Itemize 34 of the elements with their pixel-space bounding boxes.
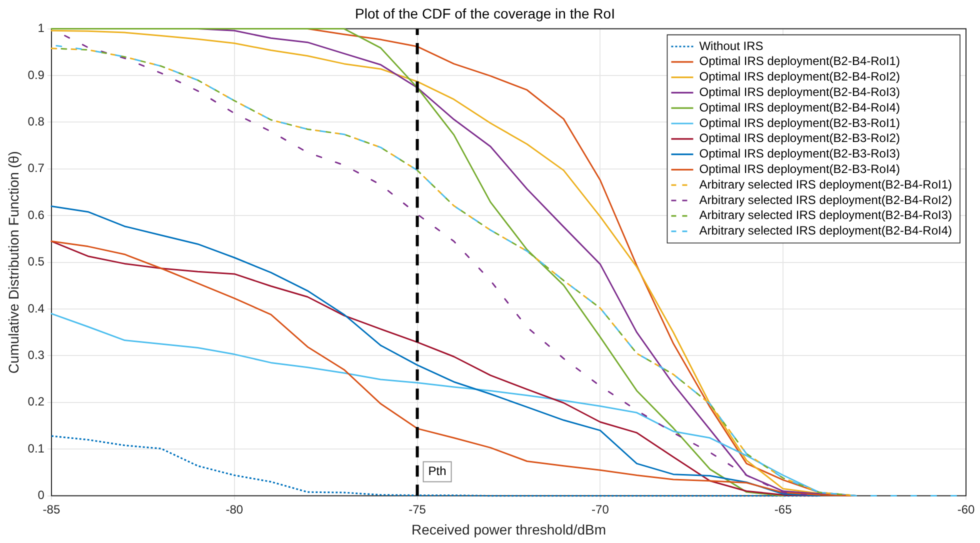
y-tick-label: 0.9 xyxy=(28,68,45,82)
y-tick-label: 0.7 xyxy=(28,161,45,176)
x-axis-title: Received power threshold/dBm xyxy=(411,521,606,538)
x-tick-label: -75 xyxy=(408,502,426,516)
legend-label: Arbitrary selected IRS deployment(B2-B4-RoI1) xyxy=(699,177,952,192)
legend-label: Optimal IRS deployment(B2-B3-RoI3) xyxy=(699,146,900,161)
x-tick-label: -70 xyxy=(592,502,610,516)
y-axis-title: Cumulative Distribution Function (θ) xyxy=(5,151,22,374)
x-tick-label: -65 xyxy=(774,502,792,516)
legend-label: Arbitrary selected IRS deployment(B2-B4-RoI4) xyxy=(699,224,952,238)
legend-label: Optimal IRS deployment(B2-B4-RoI4) xyxy=(699,100,900,114)
legend-label: Optimal IRS deployment(B2-B4-RoI1) xyxy=(699,54,900,68)
y-tick-label: 1 xyxy=(38,21,45,36)
x-tick-label: -85 xyxy=(42,502,60,516)
y-tick-label: 0.1 xyxy=(28,441,45,456)
ref-line-label: Pth xyxy=(428,464,446,478)
y-tick-label: 0.4 xyxy=(28,301,45,316)
legend-label: Optimal IRS deployment(B2-B3-RoI1) xyxy=(699,116,900,130)
x-tick-label: -60 xyxy=(957,502,975,516)
y-tick-label: 0.2 xyxy=(28,394,45,409)
legend-label: Optimal IRS deployment(B2-B4-RoI3) xyxy=(699,85,900,100)
y-tick-label: 0.8 xyxy=(28,114,45,129)
chart-title: Plot of the CDF of the coverage in the RoI xyxy=(355,5,615,22)
legend-label: Arbitrary selected IRS deployment(B2-B4-RoI3) xyxy=(699,208,952,222)
legend-label: Arbitrary selected IRS deployment(B2-B4-RoI2) xyxy=(699,192,952,207)
legend-label: Without IRS xyxy=(699,38,764,53)
y-tick-label: 0.6 xyxy=(28,208,45,222)
legend-label: Optimal IRS deployment(B2-B4-RoI2) xyxy=(699,70,900,84)
legend-label: Optimal IRS deployment(B2-B3-RoI2) xyxy=(699,131,900,146)
legend-label: Optimal IRS deployment(B2-B3-RoI4) xyxy=(699,162,900,176)
x-tick-label: -80 xyxy=(226,502,244,516)
y-tick-label: 0.5 xyxy=(28,254,45,269)
y-tick-label: 0.3 xyxy=(28,348,45,362)
y-tick-label: 0 xyxy=(38,488,45,502)
